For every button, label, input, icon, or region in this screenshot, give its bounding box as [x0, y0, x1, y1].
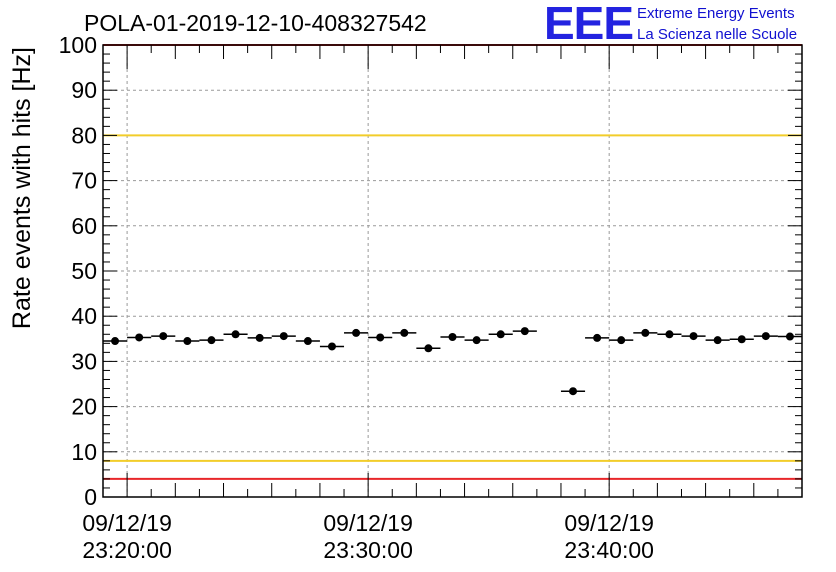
data-point: [231, 330, 240, 339]
y-tick-label: 40: [71, 303, 97, 329]
data-point: [665, 330, 674, 339]
data-point: [593, 333, 602, 342]
logo-caption-line1: Extreme Energy Events: [637, 5, 795, 22]
data-point: [183, 337, 192, 346]
data-point: [400, 328, 409, 337]
chart-title: POLA-01-2019-12-10-408327542: [84, 10, 427, 36]
y-tick-label: 60: [71, 213, 97, 239]
data-point: [279, 332, 288, 341]
x-tick-label-time: 23:40:00: [564, 537, 654, 563]
y-tick-label: 30: [71, 348, 97, 374]
data-point: [472, 336, 481, 345]
y-tick-label: 0: [84, 484, 97, 510]
data-point: [135, 333, 144, 342]
data-point: [761, 332, 770, 341]
x-tick-label-time: 23:30:00: [323, 537, 413, 563]
y-tick-label: 70: [71, 168, 97, 194]
y-tick-label: 90: [71, 77, 97, 103]
eee-logo: EEE: [544, 0, 634, 49]
data-point: [303, 337, 312, 346]
logo-caption: Extreme Energy Events La Scienza nelle S…: [637, 3, 797, 45]
x-tick-label-time: 23:20:00: [82, 537, 172, 563]
data-point: [737, 335, 746, 344]
data-point: [569, 387, 578, 396]
x-tick-label-date: 09/12/19: [82, 510, 172, 536]
data-point: [520, 327, 529, 336]
data-point: [713, 336, 722, 345]
y-tick-label: 20: [71, 394, 97, 420]
data-point: [376, 333, 385, 342]
data-point: [255, 333, 264, 342]
y-tick-label: 50: [71, 258, 97, 284]
data-point: [424, 344, 433, 353]
data-point: [617, 336, 626, 345]
data-point: [159, 332, 168, 341]
y-tick-label: 80: [71, 122, 97, 148]
data-point: [496, 330, 505, 339]
x-tick-label-date: 09/12/19: [564, 510, 654, 536]
logo-caption-line2: La Scienza nelle Scuole: [637, 26, 798, 43]
data-point: [352, 328, 361, 337]
data-point: [689, 332, 698, 341]
data-point: [111, 337, 120, 346]
y-tick-label: 100: [59, 32, 97, 58]
data-point: [785, 332, 794, 341]
y-axis-label: Rate events with hits [Hz]: [8, 47, 36, 329]
data-point: [448, 332, 457, 341]
data-point: [641, 328, 650, 337]
data-point: [327, 342, 336, 351]
y-tick-label: 10: [71, 439, 97, 465]
data-point: [207, 336, 216, 345]
x-tick-label-date: 09/12/19: [323, 510, 413, 536]
